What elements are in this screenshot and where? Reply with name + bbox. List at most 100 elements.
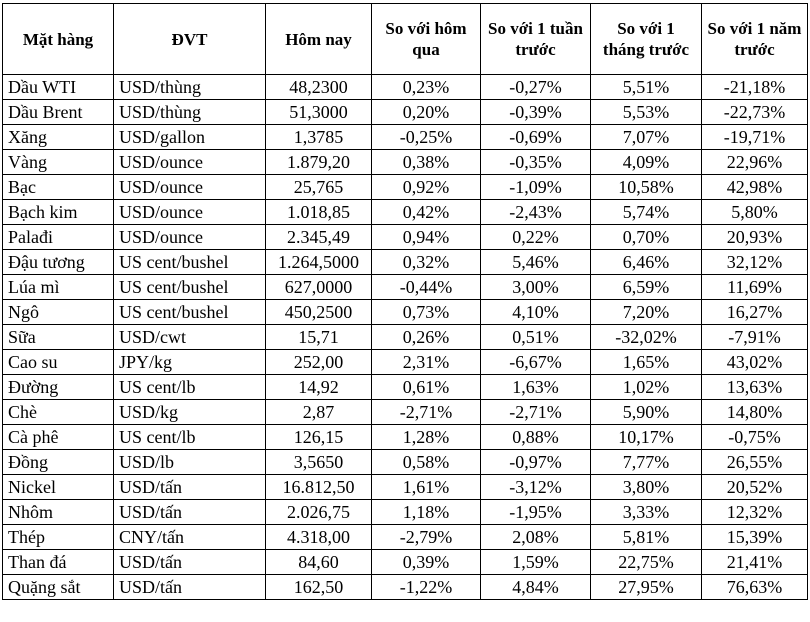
vs-yesterday-cell: 0,94% — [371, 224, 481, 250]
vs-week-cell: -2,43% — [480, 199, 591, 225]
table-row: Bạc USD/ounce 25,765 0,92% -1,09% 10,58% 42,98… — [2, 174, 808, 200]
vs-month-cell: 5,53% — [590, 99, 702, 125]
today-cell: 14,92 — [265, 374, 372, 400]
vs-week-cell: -6,67% — [480, 349, 591, 375]
vs-yesterday-cell: 0,58% — [371, 449, 481, 475]
vs-month-cell: 6,59% — [590, 274, 702, 300]
vs-yesterday-cell: 0,23% — [371, 74, 481, 100]
today-cell: 51,3000 — [265, 99, 372, 125]
vs-yesterday-cell: 1,61% — [371, 474, 481, 500]
vs-week-cell: 0,51% — [480, 324, 591, 350]
vs-yesterday-cell: 0,42% — [371, 199, 481, 225]
unit-cell: USD/ounce — [113, 149, 266, 175]
unit-cell: USD/thùng — [113, 99, 266, 125]
table-row: Bạch kim USD/ounce 1.018,85 0,42% -2,43% 5,74… — [2, 199, 808, 225]
header-vs-month: So với 1 tháng trước — [590, 3, 702, 75]
vs-week-cell: -1,95% — [480, 499, 591, 525]
table-row: Vàng USD/ounce 1.879,20 0,38% -0,35% 4,09% 22,… — [2, 149, 808, 175]
vs-yesterday-cell: -1,22% — [371, 574, 481, 600]
commodity-cell: Dầu Brent — [2, 99, 114, 125]
table-row: Lúa mì US cent/bushel 627,0000 -0,44% 3,00% 6… — [2, 274, 808, 300]
table-header-row: Mặt hàng ĐVT Hôm nay So với hôm qua So v… — [2, 3, 808, 75]
table-row: Đường US cent/lb 14,92 0,61% 1,63% 1,02% 13,63… — [2, 374, 808, 400]
commodity-cell: Quặng sắt — [2, 574, 114, 600]
unit-cell: USD/tấn — [113, 574, 266, 600]
vs-year-cell: 20,52% — [701, 474, 808, 500]
vs-year-cell: -7,91% — [701, 324, 808, 350]
vs-month-cell: 27,95% — [590, 574, 702, 600]
unit-cell: USD/thùng — [113, 74, 266, 100]
vs-yesterday-cell: 0,20% — [371, 99, 481, 125]
vs-year-cell: -22,73% — [701, 99, 808, 125]
vs-yesterday-cell: -0,25% — [371, 124, 481, 150]
unit-cell: USD/tấn — [113, 499, 266, 525]
table-row: Palađi USD/ounce 2.345,49 0,94% 0,22% 0,70% 20… — [2, 224, 808, 250]
today-cell: 126,15 — [265, 424, 372, 450]
commodity-cell: Sữa — [2, 324, 114, 350]
vs-year-cell: 32,12% — [701, 249, 808, 275]
today-cell: 1,3785 — [265, 124, 372, 150]
vs-week-cell: 1,59% — [480, 549, 591, 575]
vs-week-cell: 4,10% — [480, 299, 591, 325]
table-row: Thép CNY/tấn 4.318,00 -2,79% 2,08% 5,81% 15,39… — [2, 524, 808, 550]
header-unit: ĐVT — [113, 3, 266, 75]
table-row: Nickel USD/tấn 16.812,50 1,61% -3,12% 3,80% 20… — [2, 474, 808, 500]
vs-yesterday-cell: 2,31% — [371, 349, 481, 375]
vs-month-cell: 10,17% — [590, 424, 702, 450]
header-commodity: Mặt hàng — [2, 3, 114, 75]
vs-week-cell: 0,88% — [480, 424, 591, 450]
vs-week-cell: 4,84% — [480, 574, 591, 600]
vs-week-cell: 3,00% — [480, 274, 591, 300]
today-cell: 48,2300 — [265, 74, 372, 100]
vs-year-cell: 13,63% — [701, 374, 808, 400]
header-vs-yesterday: So với hôm qua — [371, 3, 481, 75]
vs-week-cell: 1,63% — [480, 374, 591, 400]
vs-week-cell: -0,35% — [480, 149, 591, 175]
vs-yesterday-cell: -2,71% — [371, 399, 481, 425]
commodity-cell: Đậu tương — [2, 249, 114, 275]
unit-cell: US cent/lb — [113, 374, 266, 400]
commodity-cell: Dầu WTI — [2, 74, 114, 100]
vs-yesterday-cell: 0,38% — [371, 149, 481, 175]
commodity-price-table: Mặt hàng ĐVT Hôm nay So với hôm qua So v… — [2, 3, 808, 600]
commodity-cell: Nhôm — [2, 499, 114, 525]
today-cell: 2.026,75 — [265, 499, 372, 525]
table-body: Dầu WTI USD/thùng 48,2300 0,23% -0,27% 5,51% -… — [2, 74, 808, 600]
vs-month-cell: 7,07% — [590, 124, 702, 150]
vs-year-cell: 15,39% — [701, 524, 808, 550]
table-row: Dầu WTI USD/thùng 48,2300 0,23% -0,27% 5,51% -… — [2, 74, 808, 100]
vs-month-cell: 7,77% — [590, 449, 702, 475]
vs-yesterday-cell: 0,39% — [371, 549, 481, 575]
vs-year-cell: 22,96% — [701, 149, 808, 175]
table-row: Cao su JPY/kg 252,00 2,31% -6,67% 1,65% 43,02% — [2, 349, 808, 375]
commodity-cell: Đồng — [2, 449, 114, 475]
commodity-cell: Bạch kim — [2, 199, 114, 225]
today-cell: 16.812,50 — [265, 474, 372, 500]
vs-month-cell: 0,70% — [590, 224, 702, 250]
today-cell: 450,2500 — [265, 299, 372, 325]
commodity-cell: Thép — [2, 524, 114, 550]
table-row: Chè USD/kg 2,87 -2,71% -2,71% 5,90% 14,80% — [2, 399, 808, 425]
vs-week-cell: -1,09% — [480, 174, 591, 200]
vs-week-cell: -0,69% — [480, 124, 591, 150]
vs-yesterday-cell: 0,32% — [371, 249, 481, 275]
vs-yesterday-cell: -2,79% — [371, 524, 481, 550]
header-vs-week: So với 1 tuần trước — [480, 3, 591, 75]
unit-cell: USD/gallon — [113, 124, 266, 150]
table-row: Quặng sắt USD/tấn 162,50 -1,22% 4,84% 27,95% 7… — [2, 574, 808, 600]
today-cell: 15,71 — [265, 324, 372, 350]
unit-cell: CNY/tấn — [113, 524, 266, 550]
unit-cell: JPY/kg — [113, 349, 266, 375]
vs-month-cell: 10,58% — [590, 174, 702, 200]
today-cell: 162,50 — [265, 574, 372, 600]
unit-cell: USD/ounce — [113, 174, 266, 200]
today-cell: 627,0000 — [265, 274, 372, 300]
today-cell: 25,765 — [265, 174, 372, 200]
commodity-cell: Chè — [2, 399, 114, 425]
vs-yesterday-cell: 0,73% — [371, 299, 481, 325]
today-cell: 1.018,85 — [265, 199, 372, 225]
table-row: Cà phê US cent/lb 126,15 1,28% 0,88% 10,17% -0… — [2, 424, 808, 450]
commodity-cell: Vàng — [2, 149, 114, 175]
vs-month-cell: -32,02% — [590, 324, 702, 350]
vs-yesterday-cell: 0,61% — [371, 374, 481, 400]
